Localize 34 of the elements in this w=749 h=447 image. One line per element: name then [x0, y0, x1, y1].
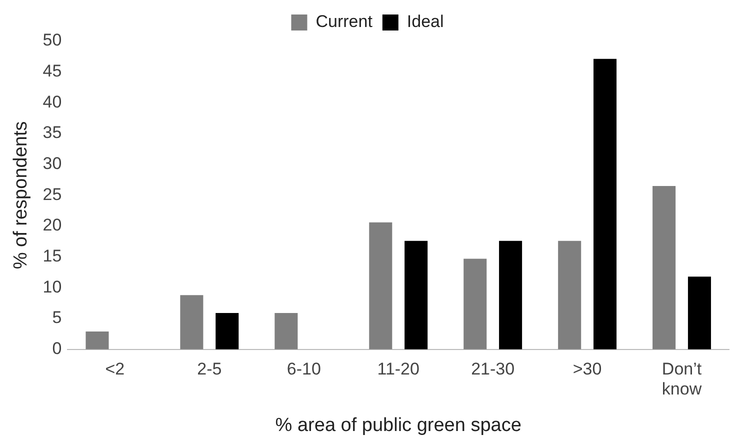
y-tick-label: 10 [42, 277, 62, 296]
y-tick-label: 20 [42, 216, 62, 235]
bar [274, 313, 298, 350]
bar [464, 258, 487, 350]
x-tick-label: <2 [105, 359, 125, 378]
legend-label: Current [316, 12, 373, 32]
y-tick-label: 50 [42, 30, 62, 50]
bar [558, 240, 582, 350]
y-tick-label: 35 [42, 123, 62, 142]
y-axis-title: % of respondents [10, 121, 32, 270]
bar [369, 222, 392, 350]
x-tick-label: 21-30 [471, 359, 515, 378]
bar [404, 240, 428, 350]
bar [86, 332, 109, 350]
y-tick-label: 15 [42, 246, 62, 266]
x-tick-label: 2-5 [197, 359, 222, 378]
y-tick-label: 0 [52, 339, 62, 358]
x-tick-label: Don’t know [662, 359, 702, 399]
x-tick-label: >30 [572, 359, 602, 378]
bar [216, 313, 239, 350]
x-axis-title: % area of public green space [275, 414, 522, 436]
bar [499, 240, 522, 350]
x-tick-label: 11-20 [377, 359, 420, 378]
y-tick-label: 25 [42, 184, 62, 204]
y-tick-label: 45 [42, 62, 62, 81]
bar [593, 58, 617, 350]
y-tick-label: 30 [42, 154, 62, 174]
bar [688, 276, 711, 350]
y-tick-label: 5 [52, 308, 62, 328]
bar [652, 186, 676, 350]
legend-label: Ideal [406, 12, 444, 32]
x-tick-label: 6-10 [286, 359, 321, 378]
bar [180, 295, 204, 350]
y-tick-label: 40 [42, 92, 62, 112]
